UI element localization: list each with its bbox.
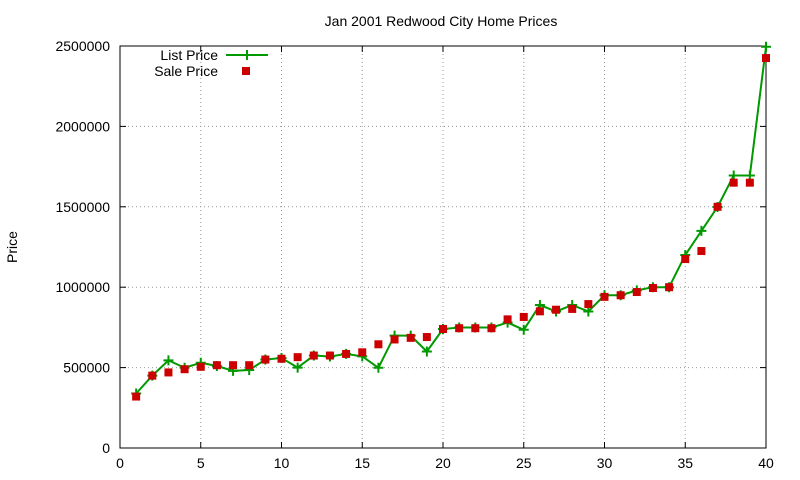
list-price-point [518,324,529,335]
sale-price-point [584,300,593,309]
x-tick-label: 40 [758,455,774,471]
sale-price-point [261,355,270,364]
list-price-point [373,362,384,373]
x-tick-label: 20 [435,455,451,471]
plot-frame [119,45,767,449]
sale-price-point [616,291,625,300]
legend: List Price Sale Price [154,47,268,79]
y-tick-label: 1000000 [55,279,110,295]
x-tick-label: 5 [197,455,205,471]
sale-price-point [196,362,205,371]
y-tick-label: 1500000 [55,199,110,215]
sale-price-point [309,351,318,360]
sale-price-point [390,335,399,344]
sale-price-point [132,392,141,401]
sale-price-point [342,349,351,358]
list-price-point [583,306,594,317]
sale-price-point [568,304,577,313]
legend-label-sale-price: Sale Price [154,63,218,79]
y-tick-label: 2000000 [55,118,110,134]
sale-price-point [535,307,544,316]
y-axis-label: Price [4,231,20,263]
series-layer [131,41,771,401]
sale-price-point [713,202,722,211]
x-tick-label: 35 [677,455,693,471]
sale-price-point [455,324,464,333]
list-price-point [761,41,771,52]
sale-price-point [245,361,254,370]
sale-price-point [745,178,754,187]
legend-label-list-price: List Price [160,47,218,63]
sale-price-point [229,361,238,370]
sale-price-point [697,247,706,256]
sale-price-point [519,312,528,321]
sale-price-point [648,284,657,293]
sale-price-point [471,324,480,333]
legend-marker-sale-price [242,67,250,75]
x-tick-label: 0 [116,455,124,471]
list-price-point [696,225,707,236]
y-tick-label: 2500000 [55,38,110,54]
sale-price-point [552,305,561,314]
sale-price-point [600,292,609,301]
sale-price-point [164,368,173,377]
sale-price-point [358,348,367,357]
sale-price-point [439,325,447,334]
sale-price-point [180,365,189,374]
y-tick-label: 0 [102,440,110,456]
sale-price-point [632,288,641,297]
sale-price-point [762,54,770,63]
x-tick-label: 10 [274,455,290,471]
x-tick-label: 25 [516,455,532,471]
list-price-line [135,46,767,395]
y-tick-label: 500000 [63,360,110,376]
sale-price-point [374,340,383,349]
x-tick-label: 30 [597,455,613,471]
sale-price-point [681,255,690,264]
sale-price-point [148,371,157,380]
sale-price-point [325,351,334,360]
sale-price-point [277,354,286,363]
sale-price-point [422,333,431,342]
chart-title: Jan 2001 Redwood City Home Prices [325,13,558,29]
x-tick-label: 15 [354,455,370,471]
sale-price-point [503,315,512,324]
sale-price-point [212,361,221,370]
list-price-point [163,355,174,366]
sale-price-point [487,324,496,333]
list-price-point [421,346,432,357]
sale-price-point [293,353,302,362]
list-price-point [292,362,303,373]
sale-price-point [665,283,674,292]
sale-price-point [406,333,415,342]
axis-ticks: 0 5 10 15 20 25 30 35 40 0 500000 1000000 1500000 200… [55,38,774,471]
sale-price-point [729,178,738,187]
grid-lines [120,46,766,448]
legend-marker-list-price [242,50,252,60]
